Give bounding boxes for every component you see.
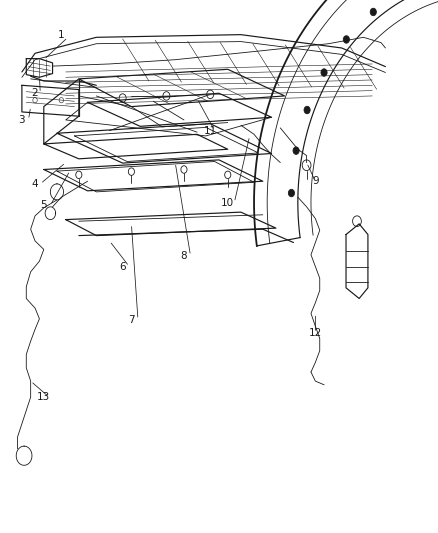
Circle shape xyxy=(370,8,376,15)
Circle shape xyxy=(343,36,350,43)
Text: 5: 5 xyxy=(40,200,47,210)
Text: 6: 6 xyxy=(119,262,126,271)
Text: 4: 4 xyxy=(32,179,39,189)
Circle shape xyxy=(293,147,299,155)
Text: 8: 8 xyxy=(180,251,187,261)
Text: 2: 2 xyxy=(32,88,39,98)
Circle shape xyxy=(321,69,327,76)
Circle shape xyxy=(304,106,310,114)
Text: 9: 9 xyxy=(312,176,319,186)
Text: 13: 13 xyxy=(37,392,50,402)
Text: 1: 1 xyxy=(58,30,65,39)
Text: 3: 3 xyxy=(18,115,25,125)
Text: 7: 7 xyxy=(128,315,135,325)
Text: 12: 12 xyxy=(309,328,322,338)
Text: 11: 11 xyxy=(204,126,217,135)
Text: 10: 10 xyxy=(221,198,234,207)
Circle shape xyxy=(288,189,294,197)
